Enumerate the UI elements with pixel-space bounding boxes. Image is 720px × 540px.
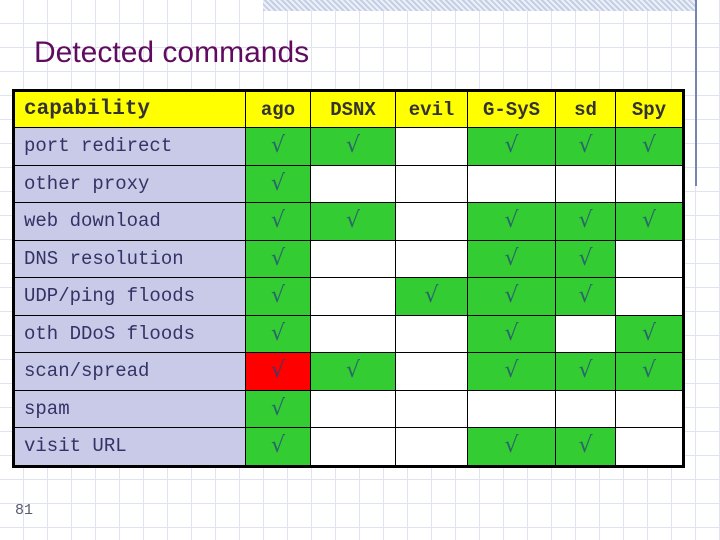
capability-cell: oth DDoS floods xyxy=(13,314,246,353)
check-cell-alert: √ xyxy=(245,352,311,391)
empty-cell xyxy=(310,389,396,428)
page-number: 81 xyxy=(15,502,34,519)
check-cell: √ xyxy=(615,127,684,166)
empty-cell xyxy=(615,164,684,203)
check-cell: √ xyxy=(615,314,684,353)
check-cell: √ xyxy=(245,164,311,203)
empty-cell xyxy=(395,202,468,241)
capability-cell: visit URL xyxy=(13,427,246,467)
empty-cell xyxy=(310,314,396,353)
column-header-spy: Spy xyxy=(615,90,684,128)
empty-cell xyxy=(395,239,468,278)
slide-title: Detected commands xyxy=(34,36,310,69)
capability-cell: web download xyxy=(13,202,246,241)
empty-cell xyxy=(310,277,396,316)
check-cell: √ xyxy=(555,427,616,467)
detected-commands-table: capability ago DSNX evil G-SyS sd Spy port redi… xyxy=(12,89,685,468)
capability-cell: DNS resolution xyxy=(13,239,246,278)
capability-cell: scan/spread xyxy=(13,352,246,391)
column-header-capability: capability xyxy=(13,90,246,128)
empty-cell xyxy=(310,164,396,203)
empty-cell xyxy=(395,389,468,428)
empty-cell xyxy=(555,389,616,428)
check-cell: √ xyxy=(467,277,556,316)
check-cell: √ xyxy=(245,314,311,353)
table-row: DNS resolution √ √ √ xyxy=(13,239,684,278)
column-header-sd: sd xyxy=(555,90,616,128)
check-cell: √ xyxy=(555,127,616,166)
empty-cell xyxy=(467,164,556,203)
table-row: web download √ √ √ √ √ xyxy=(13,202,684,241)
check-cell: √ xyxy=(467,127,556,166)
check-cell: √ xyxy=(310,352,396,391)
empty-cell xyxy=(310,239,396,278)
table-row: visit URL √ √ √ xyxy=(13,427,684,467)
check-cell: √ xyxy=(467,314,556,353)
capability-cell: spam xyxy=(13,389,246,428)
check-cell: √ xyxy=(245,127,311,166)
check-cell: √ xyxy=(555,239,616,278)
empty-cell xyxy=(615,389,684,428)
check-cell: √ xyxy=(310,202,396,241)
check-cell: √ xyxy=(245,239,311,278)
table-row: other proxy √ xyxy=(13,164,684,203)
empty-cell xyxy=(395,164,468,203)
column-header-dsnx: DSNX xyxy=(310,90,396,128)
empty-cell xyxy=(615,427,684,467)
capability-cell: other proxy xyxy=(13,164,246,203)
capability-cell: port redirect xyxy=(13,127,246,166)
check-cell: √ xyxy=(555,277,616,316)
check-cell: √ xyxy=(615,352,684,391)
table-row: port redirect √ √ √ √ √ xyxy=(13,127,684,166)
table-row: scan/spread √ √ √ √ √ xyxy=(13,352,684,391)
check-cell: √ xyxy=(555,202,616,241)
check-cell: √ xyxy=(245,389,311,428)
empty-cell xyxy=(395,314,468,353)
check-cell: √ xyxy=(245,277,311,316)
column-header-g-sys: G-SyS xyxy=(467,90,556,128)
check-cell: √ xyxy=(467,352,556,391)
check-cell: √ xyxy=(245,202,311,241)
empty-cell xyxy=(395,352,468,391)
check-cell: √ xyxy=(615,202,684,241)
decorative-top-band xyxy=(263,0,697,11)
empty-cell xyxy=(555,164,616,203)
empty-cell xyxy=(615,239,684,278)
empty-cell xyxy=(615,277,684,316)
check-cell: √ xyxy=(467,239,556,278)
check-cell: √ xyxy=(395,277,468,316)
empty-cell xyxy=(395,427,468,467)
table-row: UDP/ping floods √ √ √ √ xyxy=(13,277,684,316)
header-row: capability ago DSNX evil G-SyS sd Spy xyxy=(13,90,684,128)
decorative-vertical-line xyxy=(695,0,697,186)
column-header-ago: ago xyxy=(245,90,311,128)
check-cell: √ xyxy=(467,202,556,241)
empty-cell xyxy=(310,427,396,467)
column-header-evil: evil xyxy=(395,90,468,128)
check-cell: √ xyxy=(555,352,616,391)
table-row: oth DDoS floods √ √ √ xyxy=(13,314,684,353)
capability-cell: UDP/ping floods xyxy=(13,277,246,316)
empty-cell xyxy=(467,389,556,428)
check-cell: √ xyxy=(467,427,556,467)
check-cell: √ xyxy=(245,427,311,467)
check-cell: √ xyxy=(310,127,396,166)
table-row: spam √ xyxy=(13,389,684,428)
empty-cell xyxy=(395,127,468,166)
empty-cell xyxy=(555,314,616,353)
